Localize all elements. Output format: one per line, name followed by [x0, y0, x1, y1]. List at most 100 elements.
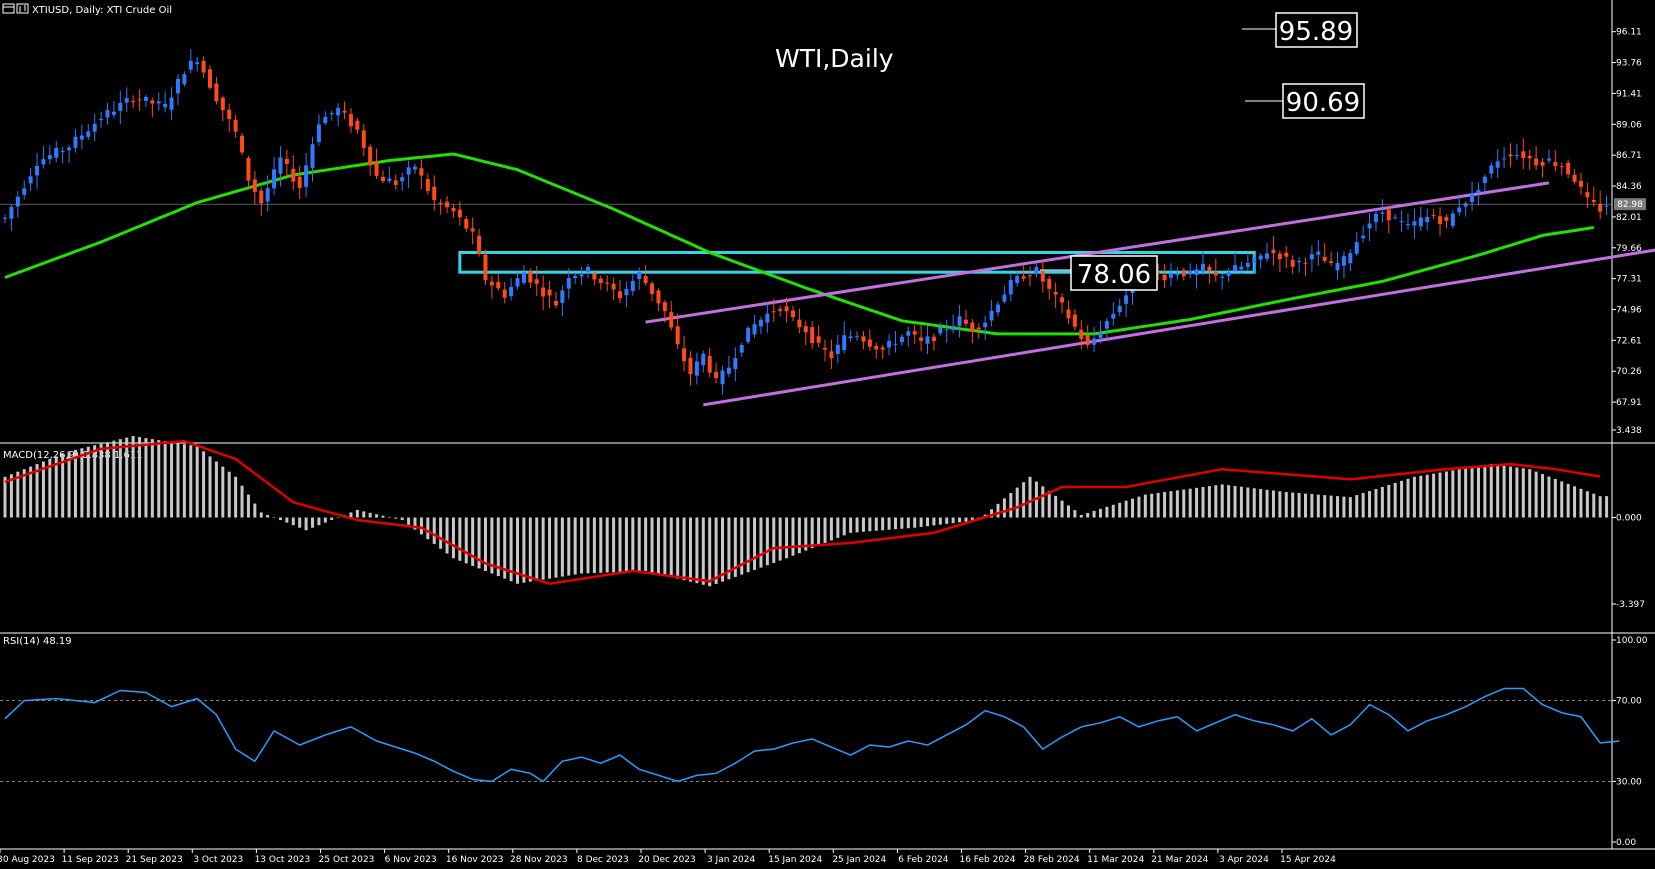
macd-bar [259, 512, 263, 518]
macd-bar [695, 517, 699, 584]
candle [188, 49, 193, 74]
candle [342, 101, 347, 120]
candle-body [1117, 305, 1122, 313]
candle [1021, 264, 1026, 282]
candle [1399, 210, 1404, 233]
macd-bar [1015, 487, 1019, 518]
macd-bar [266, 514, 270, 518]
date-tick-label: 25 Oct 2023 [319, 855, 375, 865]
candle [547, 280, 552, 309]
macd-bar [413, 517, 417, 530]
candle-body [1092, 338, 1097, 345]
macd-bar [624, 517, 628, 572]
macd-bar [1118, 502, 1122, 518]
candle [1245, 254, 1250, 272]
candle [1066, 300, 1071, 325]
macd-bar [221, 466, 225, 518]
candle-body [1399, 221, 1404, 223]
candle-body [432, 186, 437, 201]
candle [374, 148, 379, 180]
candle-body [720, 370, 725, 385]
candle [22, 180, 27, 200]
candle [227, 103, 232, 132]
candle [887, 334, 892, 356]
rsi-levels [0, 700, 1612, 782]
candle [1438, 207, 1443, 236]
candle [1354, 231, 1359, 256]
candle [413, 163, 418, 174]
candle-body [515, 278, 520, 287]
candle [1367, 213, 1372, 242]
candle-body [483, 254, 488, 281]
macd-bar [1355, 495, 1359, 518]
candle-body [963, 319, 968, 324]
candle-body [829, 351, 834, 359]
symbol-title: XTIUSD, Daily: XTI Crude Oil [32, 5, 172, 16]
candle-body [547, 289, 552, 296]
candle [1072, 309, 1077, 331]
macd-bar [560, 517, 564, 577]
candle [976, 323, 981, 339]
macd-bar [1534, 471, 1538, 518]
candle [41, 145, 46, 169]
candle [54, 140, 59, 163]
candle [1502, 147, 1507, 169]
macd-bar [426, 517, 430, 540]
candle-body [1265, 253, 1270, 259]
candle-body [1226, 272, 1231, 276]
price-tick-label: 79.66 [1616, 244, 1642, 254]
candle [963, 309, 968, 327]
candle [1271, 236, 1276, 266]
candle-body [291, 168, 296, 182]
macd-bar [330, 517, 334, 521]
candle [470, 217, 475, 245]
candle-body [1463, 203, 1468, 207]
candle-body [528, 271, 533, 283]
candle [605, 275, 610, 292]
macd-bar [394, 517, 398, 519]
candle-body [1040, 270, 1045, 282]
macd-bar [464, 517, 468, 564]
macd-bar [829, 517, 833, 541]
macd-bar [253, 503, 257, 518]
rsi-label: RSI(14) 48.19 [3, 636, 72, 647]
candle-body [1002, 294, 1007, 302]
macd-bar [804, 517, 808, 551]
candle-body [887, 340, 892, 348]
macd-bar [791, 517, 795, 556]
candle [1162, 263, 1167, 289]
candle [592, 269, 597, 286]
macd-bar [298, 517, 302, 528]
candle [758, 316, 763, 335]
candle [368, 144, 373, 177]
macd-bar [323, 517, 327, 523]
candle [970, 319, 975, 344]
candle-body [86, 131, 91, 137]
macd-bar [919, 517, 923, 527]
candle-body [1079, 329, 1084, 340]
candle [1111, 302, 1116, 326]
candle-body [1348, 253, 1353, 264]
chart-type-icon[interactable] [16, 3, 29, 14]
candle-body [842, 335, 847, 351]
macd-bar [1195, 487, 1199, 518]
candle [579, 266, 584, 285]
candle [855, 331, 860, 341]
candle-body [1438, 216, 1443, 225]
macd-bar [375, 514, 379, 518]
candle [880, 344, 885, 359]
window-controls[interactable] [2, 3, 29, 14]
candle [1457, 194, 1462, 217]
candle [906, 326, 911, 347]
macd-bar [1156, 492, 1160, 518]
macd-bar [278, 517, 282, 521]
candle [778, 305, 783, 317]
channel-layer [645, 181, 1655, 407]
candle-body [489, 281, 494, 286]
macd-bar [503, 517, 507, 579]
macd-bar [16, 471, 20, 518]
window-icon[interactable] [2, 3, 15, 14]
macd-bar [1028, 476, 1032, 518]
candle [995, 301, 1000, 317]
